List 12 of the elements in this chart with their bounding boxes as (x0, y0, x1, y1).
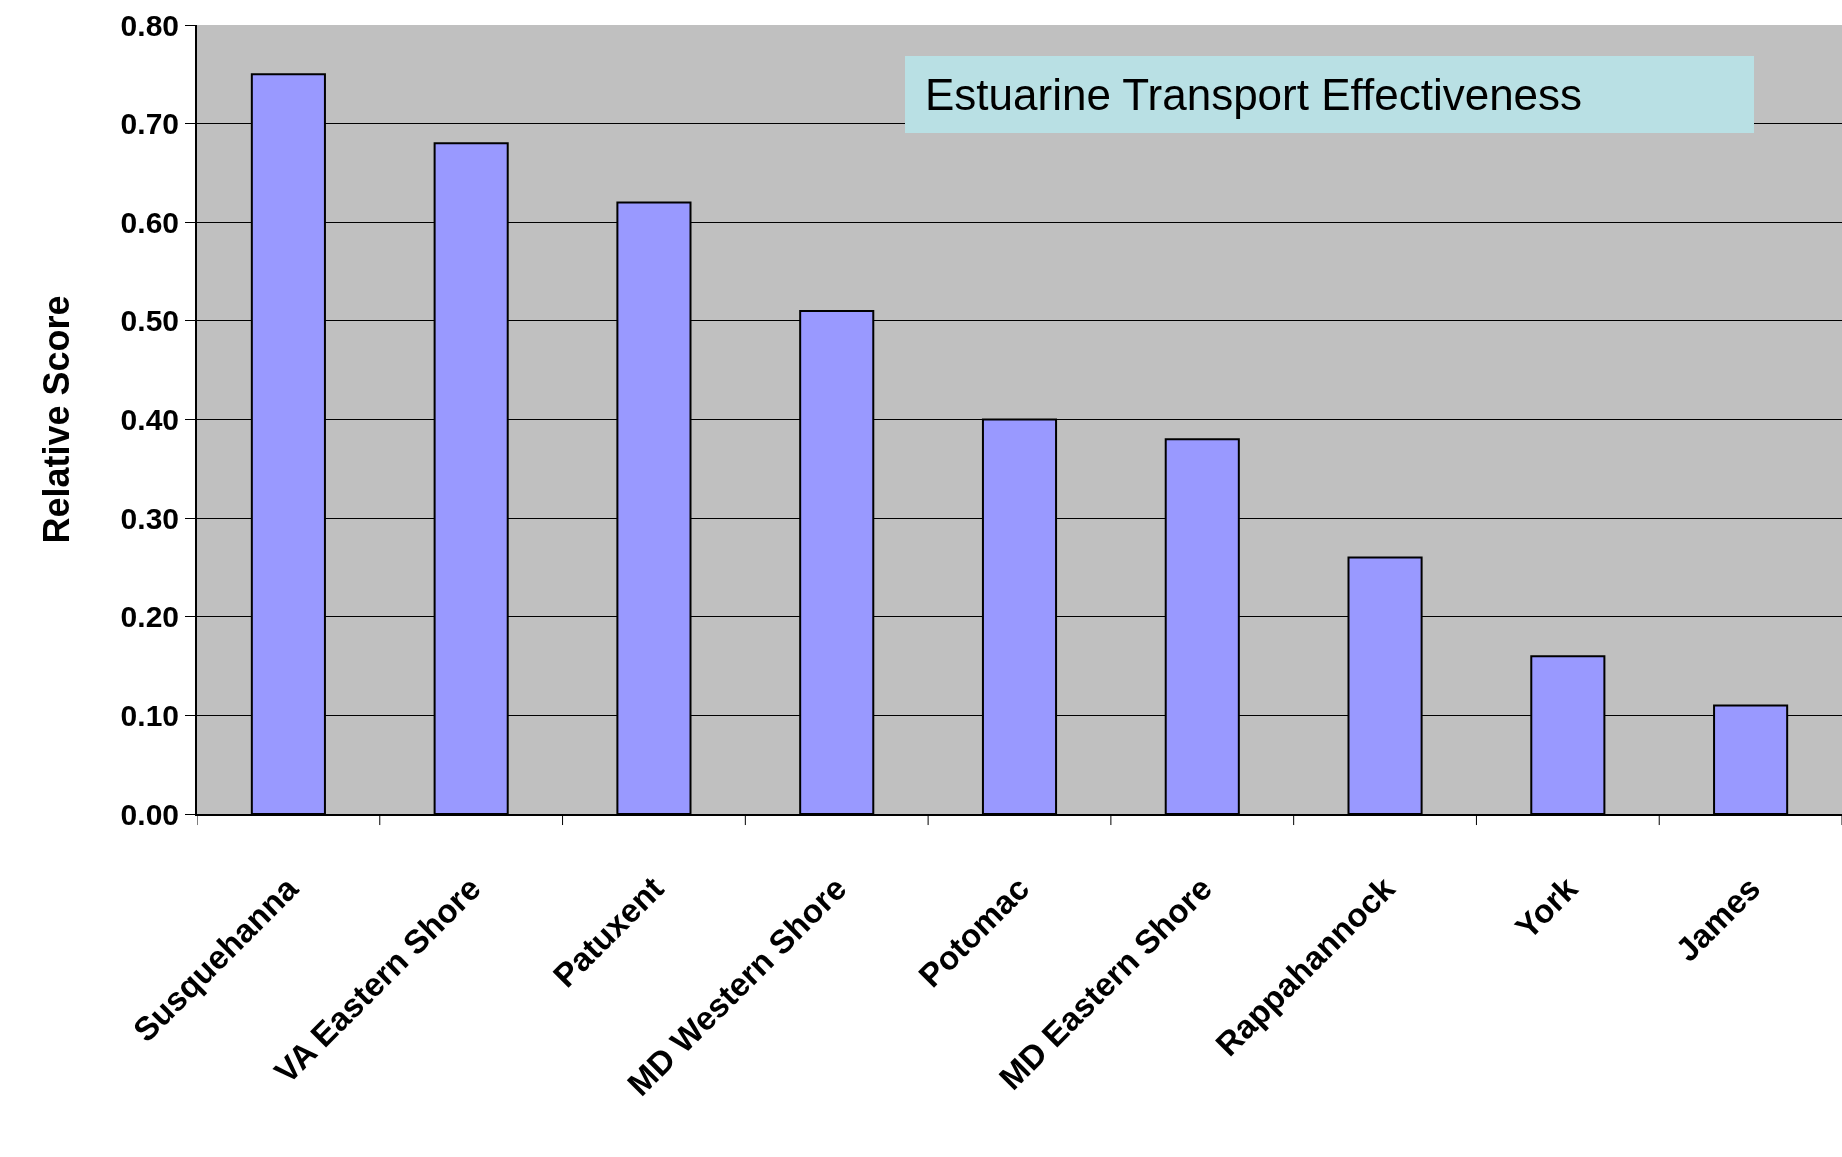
y-tick-label: 0.20 (120, 600, 179, 634)
y-tick-label: 0.50 (120, 304, 179, 338)
y-tick-label: 0.80 (120, 8, 179, 42)
y-tick-label: 0.10 (120, 698, 179, 732)
y-tick-label: 0.70 (120, 107, 179, 141)
x-tick-label: York (1508, 869, 1585, 946)
y-tick-label: 0.40 (120, 403, 179, 436)
y-tick-label: 0.60 (120, 205, 179, 239)
y-tick-label: 0.00 (120, 797, 179, 831)
y-axis-title: Relative Score (36, 295, 78, 544)
title-box: Estuarine Transport Effectiveness (905, 56, 1754, 133)
y-tick-label: 0.30 (120, 501, 179, 535)
